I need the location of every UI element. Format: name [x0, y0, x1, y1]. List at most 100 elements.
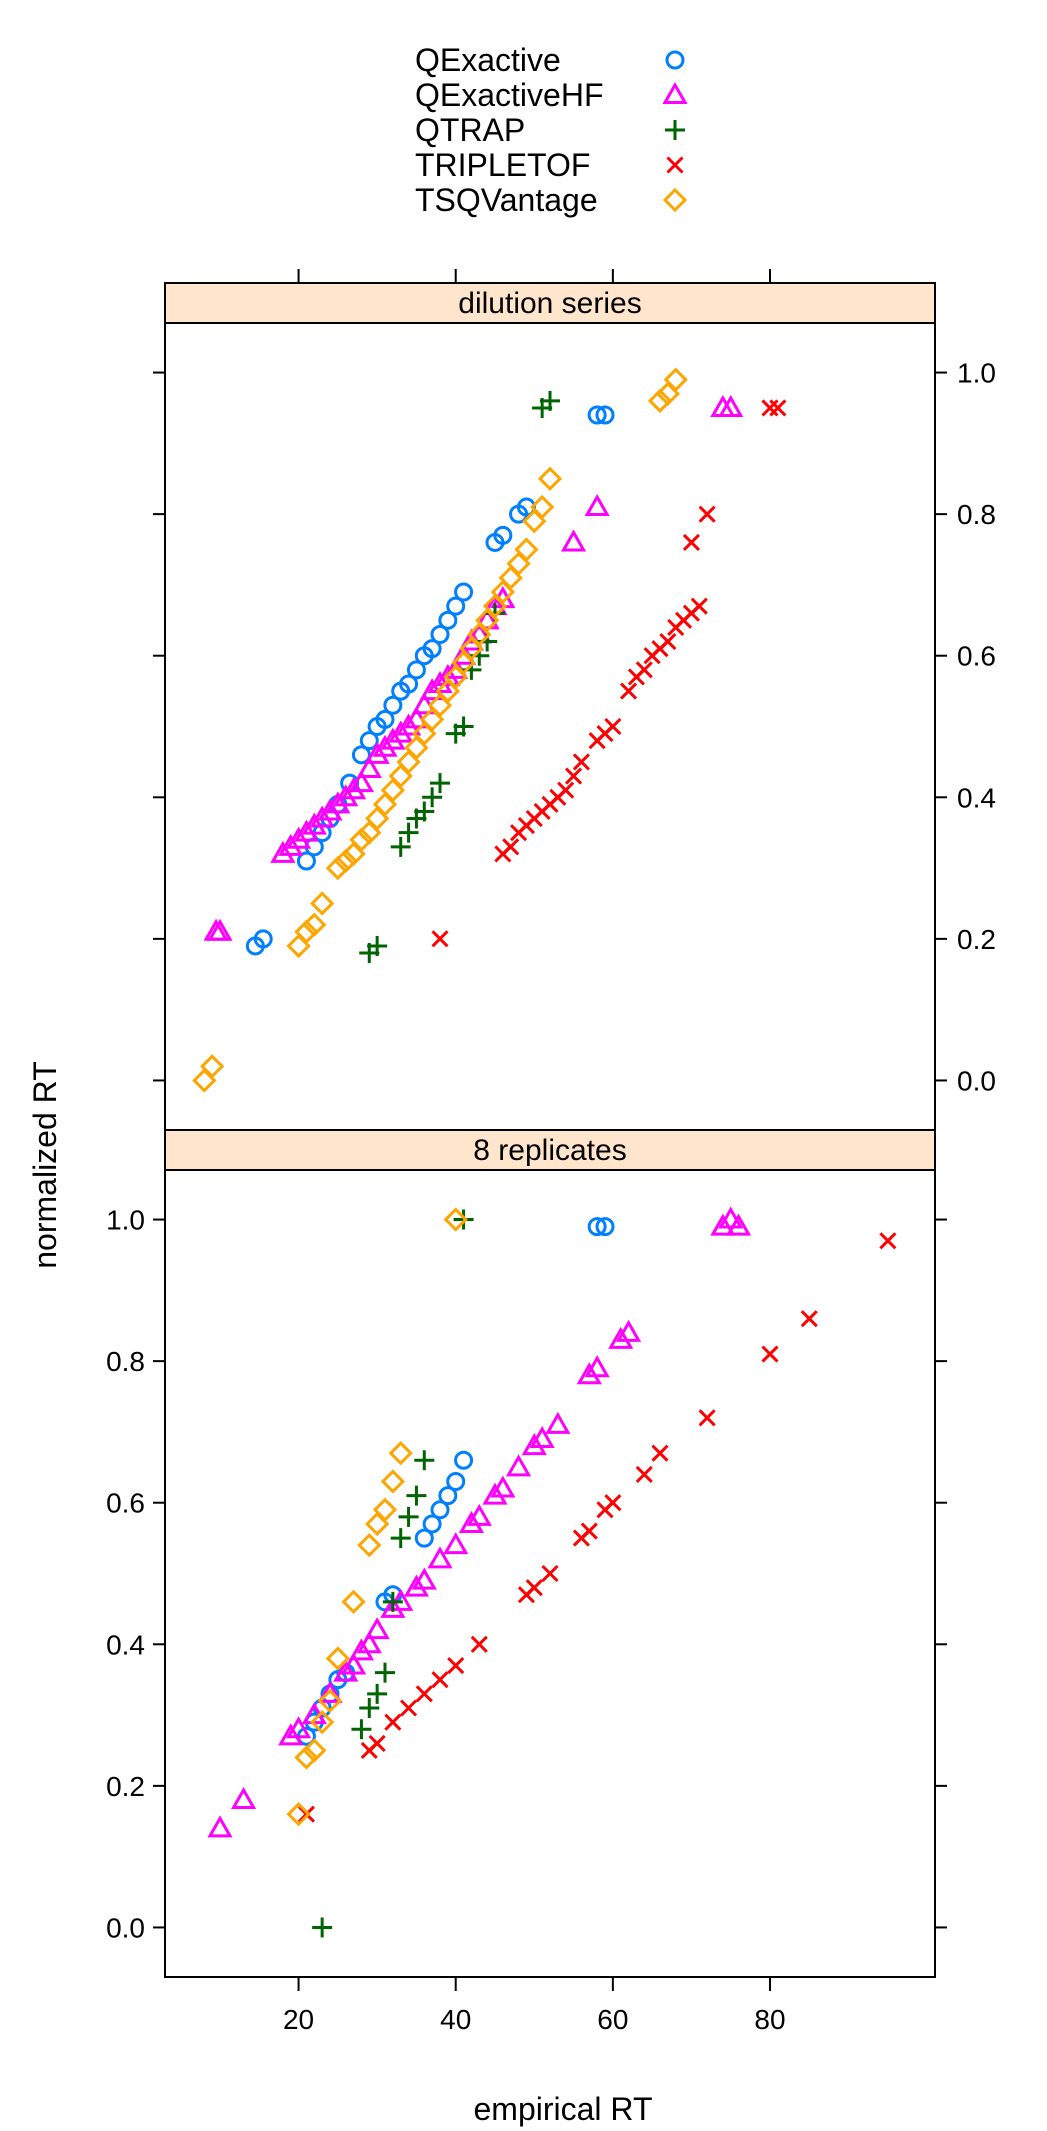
point-qexactivehf [333, 1659, 359, 1682]
point-tripletof [525, 1579, 543, 1597]
point-tsqvantage [388, 1441, 413, 1466]
point-qtrap [398, 1506, 419, 1527]
y-tick-label: 1.0 [957, 358, 996, 389]
series-tsqvantage [192, 367, 688, 1093]
point-qexactivehf [521, 1433, 547, 1456]
point-qtrap [414, 1450, 435, 1471]
y-tick-label: 0.2 [957, 924, 996, 955]
point-qexactivehf [278, 833, 304, 856]
point-qexactivehf [301, 812, 327, 835]
axes: 20 40 60 80 [283, 269, 786, 2035]
point-tripletof [572, 753, 590, 771]
point-tripletof [557, 781, 575, 799]
point-tripletof [541, 1564, 559, 1583]
point-qtrap [414, 801, 435, 822]
point-qexactive [406, 660, 426, 680]
x-axis-title: empirical RT [474, 2091, 653, 2127]
point-qtrap [422, 787, 443, 808]
point-qexactive [438, 610, 458, 630]
point-tsqvantage [514, 537, 539, 562]
point-qexactive [422, 639, 442, 659]
x-tick-label: 60 [597, 2004, 628, 2035]
point-qexactivehf [435, 663, 461, 686]
y-tick-label: 0.0 [957, 1065, 996, 1096]
point-qexactive [399, 674, 419, 694]
point-qexactivehf [230, 1787, 257, 1810]
point-tsqvantage [380, 1469, 405, 1494]
point-qexactivehf [584, 494, 610, 517]
point-qexactivehf [293, 819, 320, 842]
legend-marker-tripletof [666, 156, 684, 174]
y-tick-label: 0.8 [106, 1346, 145, 1377]
point-qexactive [296, 851, 316, 871]
legend: QExactiveQExactiveHFQTRAPTRIPLETOFTSQVan… [415, 42, 688, 218]
point-tripletof [431, 1671, 449, 1689]
series-qexactivehf [207, 1206, 752, 1838]
point-qtrap [367, 1683, 388, 1704]
point-qexactivehf [285, 826, 312, 849]
point-tripletof [651, 1444, 669, 1462]
point-tsqvantage [537, 466, 563, 491]
point-qexactive [454, 1450, 474, 1470]
point-qexactivehf [348, 1638, 375, 1661]
point-tripletof [698, 1409, 716, 1427]
point-qexactivehf [718, 1206, 744, 1229]
y-tick-label: 0.0 [106, 1912, 145, 1943]
point-tsqvantage [349, 827, 374, 852]
point-qexactivehf [411, 1567, 437, 1590]
point-qexactivehf [443, 1532, 469, 1555]
point-qexactivehf [340, 1652, 367, 1675]
point-tripletof [635, 1465, 653, 1483]
point-qexactivehf [348, 770, 375, 793]
panel-8-replicates: 8 replicates 0.0 0.2 0.4 0.6 0.8 1.0 [106, 1129, 947, 1978]
legend-marker-tsqvantage [662, 187, 688, 213]
point-qexactive [422, 1514, 442, 1534]
point-tsqvantage [310, 891, 335, 916]
point-qtrap [430, 773, 450, 794]
point-tsqvantage [530, 494, 555, 520]
point-qexactive [438, 1486, 458, 1506]
panel-title: dilution series [458, 287, 641, 320]
point-qexactivehf [529, 1425, 555, 1448]
point-qexactive [430, 624, 450, 644]
point-qexactivehf [380, 1595, 406, 1618]
point-qexactivehf [340, 777, 367, 800]
point-tripletof [415, 1685, 433, 1703]
point-qexactivehf [608, 1326, 634, 1349]
point-qexactivehf [364, 1617, 390, 1640]
point-tripletof [580, 1522, 598, 1540]
panel-frame [164, 1169, 936, 1978]
legend-marker-qtrap [665, 120, 685, 140]
point-qexactivehf [207, 1815, 233, 1838]
point-qexactivehf [395, 713, 422, 736]
series-qexactive [245, 405, 615, 956]
legend-label-qtrap: QTRAP [415, 112, 525, 148]
panel-title: 8 replicates [473, 1134, 626, 1167]
point-qexactivehf [560, 529, 587, 552]
y-tick-label: 1.0 [106, 1205, 145, 1236]
point-qexactive [430, 1500, 450, 1520]
point-qexactivehf [317, 798, 343, 821]
y-tick-label: 0.2 [106, 1771, 145, 1802]
point-qtrap [351, 1719, 372, 1740]
point-tripletof [761, 399, 779, 417]
series-tripletof [431, 399, 787, 948]
point-qexactive [253, 929, 273, 949]
point-tripletof [565, 767, 583, 785]
point-tsqvantage [310, 1710, 335, 1735]
point-tripletof [769, 399, 787, 417]
point-qexactive [383, 695, 403, 715]
point-qexactive [359, 731, 379, 751]
point-tsqvantage [647, 388, 673, 413]
point-qexactive [587, 405, 607, 425]
point-tsqvantage [302, 1738, 327, 1763]
point-qexactivehf [270, 840, 296, 863]
point-qexactivehf [482, 1482, 508, 1505]
point-tripletof [384, 1713, 402, 1731]
x-tick-label: 40 [440, 2004, 471, 2035]
point-tsqvantage [294, 919, 319, 944]
point-tsqvantage [325, 1646, 350, 1671]
point-qexactive [595, 405, 615, 425]
point-qexactivehf [458, 1510, 485, 1533]
